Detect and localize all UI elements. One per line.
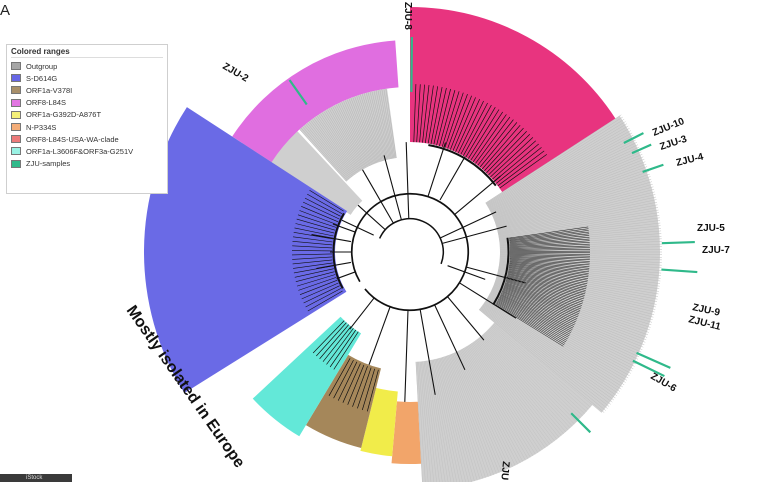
zju-sample-markers xyxy=(288,36,698,434)
leaves-black-right xyxy=(495,226,591,347)
legend-item: S-D614G xyxy=(11,72,163,84)
legend-label: N-P334S xyxy=(26,122,57,132)
zju-3-marker xyxy=(631,143,652,155)
orange-wedge xyxy=(391,401,422,464)
legend-swatch xyxy=(11,98,21,107)
legend-swatch xyxy=(11,110,21,119)
legend-title: Colored ranges xyxy=(11,47,163,58)
legend-swatch xyxy=(11,135,21,144)
zju-5-marker xyxy=(661,240,695,245)
watermark-tag: iStock xyxy=(0,474,72,482)
legend-swatch xyxy=(11,86,21,95)
zju-11-marker xyxy=(632,359,665,378)
colored-ranges-legend: Colored ranges Outgroup S-D614G ORF1a-V3… xyxy=(6,44,168,194)
panel-letter: A xyxy=(0,2,11,19)
legend-item: N-P334S xyxy=(11,121,163,133)
zju-10-marker xyxy=(623,132,644,145)
legend-label: Outgroup xyxy=(26,61,58,71)
legend-label: S-D614G xyxy=(26,73,58,83)
leaves-gray-upper xyxy=(299,88,397,182)
leaves-brown xyxy=(328,358,379,412)
legend-item: ORF8-L84S xyxy=(11,97,163,109)
legend-label: ORF1a-G392D-A876T xyxy=(26,110,102,120)
branch-skeleton xyxy=(311,142,527,402)
tree-branches xyxy=(311,142,527,402)
core-branch-ring xyxy=(378,218,444,265)
blue-wedge xyxy=(144,107,348,393)
black-clade-arc xyxy=(492,237,510,306)
zju-6-marker xyxy=(570,412,592,434)
zju-4-marker xyxy=(642,163,664,173)
zju-7-marker xyxy=(661,268,698,274)
label-zju-8: ZJU-8 xyxy=(402,2,413,30)
legend-swatch xyxy=(11,123,21,132)
label-zju-1: ZJU xyxy=(498,461,511,481)
legend-label: ORF8-L84S-USA-WA-clade xyxy=(26,134,119,144)
label-zju-4: ZJU-4 xyxy=(675,151,705,169)
legend-swatch xyxy=(11,62,21,71)
yellow-wedge xyxy=(360,387,398,457)
legend-item: ORF1a-G392D-A876T xyxy=(11,109,163,121)
leaves-cyan xyxy=(312,320,359,370)
tree-leaf-lines xyxy=(291,84,663,482)
leaves-blue xyxy=(291,189,344,312)
pink-clade-arc xyxy=(428,144,497,187)
legend-item: ORF1a-V378I xyxy=(11,84,163,96)
leaves-pink xyxy=(413,84,548,189)
legend-label: ORF1a-V378I xyxy=(26,85,73,95)
legend-swatch xyxy=(11,147,21,156)
label-zju-2: ZJU-2 xyxy=(221,61,251,85)
legend-label: ORF1a-L3606F&ORF3a-G251V xyxy=(26,146,134,156)
legend-item: ORF8-L84S-USA-WA-clade xyxy=(11,133,163,145)
zju-2-marker xyxy=(288,79,308,106)
inner-branch-ring xyxy=(350,192,470,312)
label-zju-5: ZJU-5 xyxy=(697,223,725,234)
zju-9-marker xyxy=(636,351,671,369)
legend-label: ZJU-samples xyxy=(26,159,71,169)
legend-swatch xyxy=(11,159,21,168)
legend-item: ZJU-samples xyxy=(11,158,163,170)
legend-label: ORF8-L84S xyxy=(26,98,67,108)
label-zju-7: ZJU-7 xyxy=(702,245,730,256)
label-zju-3: ZJU-3 xyxy=(659,134,689,153)
leaves-gray-lower xyxy=(415,322,593,482)
magenta-wedge xyxy=(232,40,399,163)
legend-item: Outgroup xyxy=(11,60,163,72)
cyan-wedge xyxy=(252,316,362,437)
blue-clade-arc xyxy=(332,212,345,289)
legend-swatch xyxy=(11,74,21,83)
legend-item: ORF1a-L3606F&ORF3a-G251V xyxy=(11,145,163,157)
